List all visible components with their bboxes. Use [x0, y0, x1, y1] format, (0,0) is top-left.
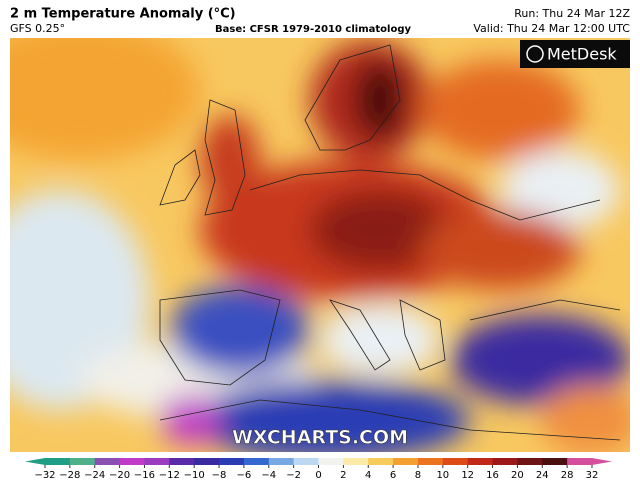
colorbar-segment: [567, 458, 593, 465]
colorbar-segment: [69, 458, 96, 465]
colorbar-tick-label: 28: [561, 470, 574, 481]
model: GFS 0.25°: [10, 22, 65, 35]
base: Base: CFSR 1979-2010 climatology: [215, 24, 411, 35]
logo: MetDesk: [547, 45, 617, 64]
colorbar-segment: [94, 458, 121, 465]
colorbar-tick-label: −8: [212, 470, 227, 481]
colorbar-tick-label: 12: [461, 470, 474, 481]
colorbar: −32 −28 −24 −20 −16 −12 −10 −8 −6 −4 −2 0 2 4 6 8 10 12 16…: [25, 458, 612, 481]
colorbar-segment: [243, 458, 270, 465]
colorbar-segment: [318, 458, 344, 465]
colorbar-tick-label: −10: [184, 470, 205, 481]
colorbar-tick-label: −32: [34, 470, 55, 481]
colorbar-tick-label: 32: [586, 470, 599, 481]
colorbar-tick-label: 8: [415, 470, 421, 481]
colorbar-tick-label: 2: [340, 470, 346, 481]
colorbar-segment: [45, 458, 71, 465]
coastlines: [159, 44, 621, 441]
colorbar-segment: [393, 458, 419, 465]
colorbar-segment: [492, 458, 518, 465]
colorbar-tick-label: −6: [237, 470, 252, 481]
colorbar-tick-label: −20: [109, 470, 130, 481]
valid: Valid: Thu 24 Mar 12:00 UTC: [473, 22, 630, 35]
colorbar-segment: [467, 458, 494, 465]
colorbar-segment: [268, 458, 295, 465]
colorbar-segment: [169, 458, 195, 465]
colorbar-segment: [119, 458, 145, 465]
colorbar-tick-label: 0: [315, 470, 321, 481]
title: 2 m Temperature Anomaly (°C): [10, 7, 236, 22]
logo-box: MetDesk: [520, 40, 630, 68]
watermark: WXCHARTS.COM: [232, 427, 408, 449]
colorbar-segment: [194, 458, 220, 465]
colorbar-segment: [144, 458, 170, 465]
map: MetDesk WXCHARTS.COM: [10, 38, 630, 452]
colorbar-tick-label: −12: [159, 470, 180, 481]
colorbar-tick-label: 16: [486, 470, 499, 481]
colorbar-tick-label: 4: [365, 470, 371, 481]
colorbar-segment: [343, 458, 369, 465]
colorbar-tick-label: −2: [286, 470, 301, 481]
run: Run: Thu 24 Mar 12Z: [514, 7, 630, 20]
colorbar-segment: [219, 458, 245, 465]
colorbar-segment: [293, 458, 319, 465]
colorbar-segment: [417, 458, 444, 465]
colorbar-tick-label: 6: [390, 470, 396, 481]
colorbar-tick-label: −28: [59, 470, 80, 481]
colorbar-end: [592, 458, 612, 465]
colorbar-segment: [517, 458, 543, 465]
colorbar-tick-label: −24: [84, 470, 105, 481]
colorbar-segment: [442, 458, 469, 465]
colorbar-tick-label: 24: [536, 470, 549, 481]
colorbar-segment: [368, 458, 394, 465]
colorbar-tick-label: −4: [261, 470, 276, 481]
colorbar-end: [25, 458, 45, 465]
colorbar-tick-label: −16: [134, 470, 155, 481]
colorbar-segment: [542, 458, 568, 465]
colorbar-tick-label: 10: [436, 470, 449, 481]
colorbar-tick-label: 20: [511, 470, 524, 481]
